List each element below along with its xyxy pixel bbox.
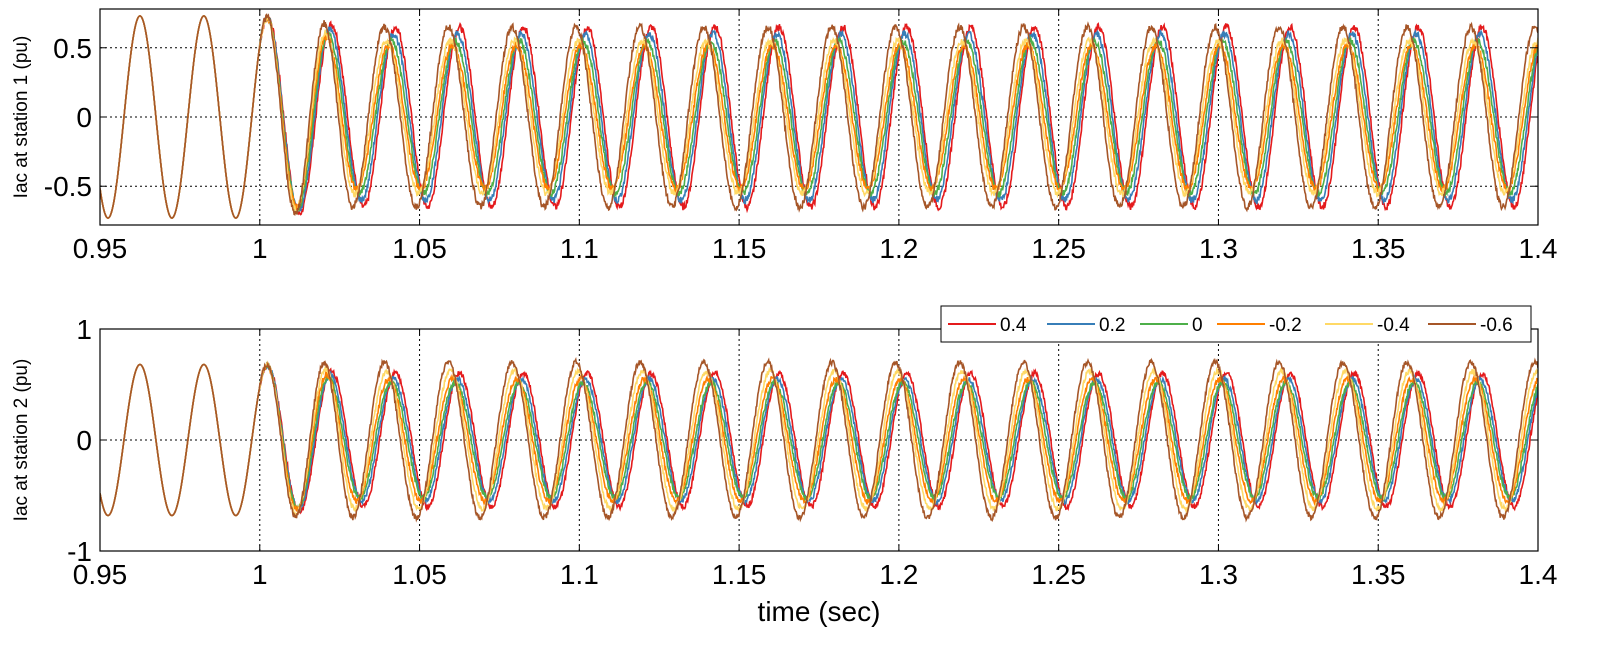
x-tick-label: 1.1 <box>560 559 599 590</box>
y-tick-label: 0 <box>76 102 92 133</box>
x-tick-label: 1.05 <box>392 559 447 590</box>
x-tick-label: 1.1 <box>560 233 599 264</box>
x-tick-label: 1.3 <box>1199 233 1238 264</box>
legend-label: -0.2 <box>1269 315 1302 336</box>
x-tick-label: 0.95 <box>73 233 128 264</box>
legend-label: 0 <box>1192 315 1203 336</box>
y-axis-label: Iac at station 1 (pu) <box>11 36 32 199</box>
x-tick-label: 1.2 <box>879 559 918 590</box>
series-line-0.2 <box>100 361 1538 517</box>
series-line-0.4 <box>100 363 1538 517</box>
tick-labels: 0.95 1 1.05 1.1 1.15 1.2 1.25 1.3 1.35 1.4 1 0 -1 <box>67 314 1557 590</box>
x-tick-label: 1.05 <box>392 233 447 264</box>
series-line--0.6 <box>100 357 1538 523</box>
legend-label: 0.2 <box>1099 315 1125 336</box>
y-tick-label: -1 <box>67 536 92 567</box>
legend-label: 0.4 <box>1000 315 1027 336</box>
y-tick-label: 0 <box>76 425 92 456</box>
x-tick-label: 0.95 <box>73 559 128 590</box>
x-tick-label: 1.15 <box>712 559 767 590</box>
legend-item: -0.2 <box>1217 315 1302 336</box>
series-line--0.6 <box>100 13 1538 219</box>
x-tick-label: 1.2 <box>879 233 918 264</box>
series-group <box>100 13 1538 219</box>
x-tick-label: 1 <box>252 233 268 264</box>
x-tick-label: 1.15 <box>712 233 767 264</box>
legend-item: 0.2 <box>1047 315 1125 336</box>
x-tick-label: 1.35 <box>1351 559 1406 590</box>
tick-labels: 0.95 1 1.05 1.1 1.15 1.2 1.25 1.3 1.35 1.4 0.5 0 -0.… <box>44 33 1558 264</box>
series-group <box>100 357 1538 523</box>
x-tick-label: 1.25 <box>1031 559 1086 590</box>
x-tick-label: 1 <box>252 559 268 590</box>
x-tick-label: 1.35 <box>1351 233 1406 264</box>
legend-item: 0.4 <box>948 315 1027 336</box>
series-line-0 <box>100 14 1538 219</box>
x-tick-label: 1.4 <box>1519 559 1558 590</box>
series-line--0.4 <box>100 360 1538 517</box>
legend-item: -0.4 <box>1325 315 1410 336</box>
y-tick-label: 0.5 <box>53 33 92 64</box>
legend-item: 0 <box>1140 315 1203 336</box>
series-line--0.2 <box>100 361 1538 517</box>
legend-label: -0.6 <box>1480 315 1513 336</box>
y-axis-label: Iac at station 2 (pu) <box>11 359 32 522</box>
legend: 0.4 0.2 0 -0.2 -0.4 -0.6 <box>940 305 1532 343</box>
series-line--0.2 <box>100 15 1538 219</box>
plot-panel-2: 0.95 1 1.05 1.1 1.15 1.2 1.25 1.3 1.35 1.4 1 0 -1 Iac… <box>11 305 1557 627</box>
series-line-0.2 <box>100 13 1538 219</box>
x-tick-label: 1.4 <box>1519 233 1558 264</box>
x-tick-label: 1.25 <box>1031 233 1086 264</box>
x-tick-label: 1.3 <box>1199 559 1238 590</box>
legend-item: -0.6 <box>1428 315 1513 336</box>
y-tick-label: 1 <box>76 314 92 345</box>
series-line-0 <box>100 362 1538 517</box>
legend-label: -0.4 <box>1377 315 1410 336</box>
series-line-0.4 <box>100 14 1538 219</box>
series-line--0.4 <box>100 14 1538 219</box>
x-axis-label: time (sec) <box>758 596 881 627</box>
plot-panel-1: 0.95 1 1.05 1.1 1.15 1.2 1.25 1.3 1.35 1.4 0.5 0 -0.… <box>11 8 1558 264</box>
y-tick-label: -0.5 <box>44 171 92 202</box>
